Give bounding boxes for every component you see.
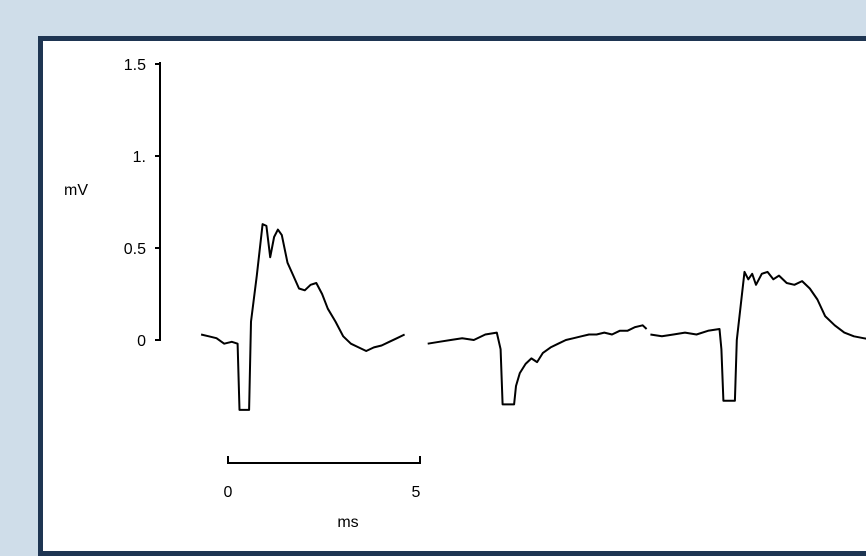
y-tick-label-2: 1. [133, 149, 146, 166]
scale-bar-end-label: 5 [412, 484, 421, 501]
y-tick-label-3: 1.5 [124, 57, 146, 74]
y-tick-label-0: 0 [137, 333, 146, 350]
trace-segment-2 [427, 324, 648, 406]
trace-segment-1 [200, 223, 406, 411]
chart-plot: 0 0.5 1. 1.5 mV 0 5 ms [64, 57, 866, 531]
y-axis-label: mV [64, 182, 88, 199]
y-tick-label-1: 0.5 [124, 241, 146, 258]
trace-segment-3 [650, 270, 866, 402]
scale-bar: 0 5 ms [224, 456, 421, 531]
scale-bar-start-label: 0 [224, 484, 233, 501]
chart-frame [38, 36, 866, 556]
scale-bar-unit-label: ms [337, 514, 358, 531]
